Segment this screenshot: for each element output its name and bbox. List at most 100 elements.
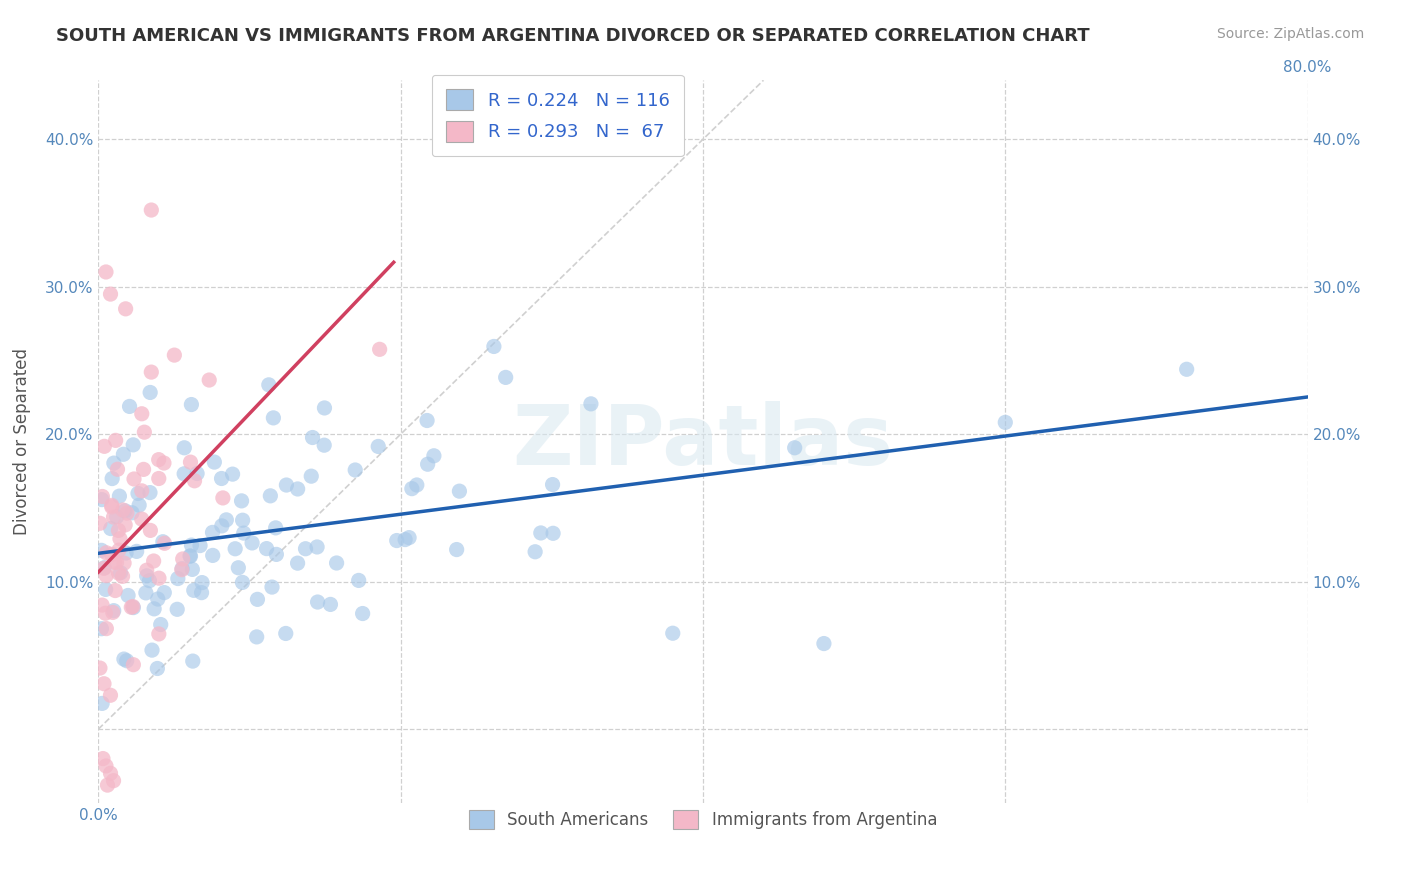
Point: [101, 471, 124, 485]
Point: [166, 602, 188, 616]
Point: [105, 556, 128, 570]
Point: [94, 582, 117, 597]
Point: [141, 643, 163, 657]
Point: [108, 532, 131, 546]
Point: [103, 510, 125, 524]
Point: [152, 534, 174, 549]
Point: [115, 546, 138, 560]
Point: [482, 339, 505, 353]
Point: [89, 661, 111, 675]
Point: [100, 766, 122, 780]
Point: [262, 410, 284, 425]
Point: [319, 598, 342, 612]
Point: [661, 626, 683, 640]
Point: [1175, 362, 1198, 376]
Point: [122, 600, 145, 615]
Point: [183, 474, 205, 488]
Point: [91, 751, 114, 765]
Point: [104, 583, 127, 598]
Point: [276, 478, 298, 492]
Point: [385, 533, 408, 548]
Point: [103, 604, 125, 618]
Point: [93, 439, 115, 453]
Point: [314, 401, 336, 415]
Point: [301, 430, 323, 444]
Point: [94, 607, 117, 621]
Point: [121, 599, 143, 614]
Legend: South Americans, Immigrants from Argentina: South Americans, Immigrants from Argenti…: [460, 802, 946, 838]
Point: [93, 677, 115, 691]
Point: [118, 400, 141, 414]
Point: [117, 589, 139, 603]
Point: [114, 517, 136, 532]
Point: [344, 463, 367, 477]
Point: [405, 478, 427, 492]
Point: [416, 413, 439, 427]
Point: [112, 447, 135, 461]
Point: [134, 425, 156, 439]
Point: [180, 538, 202, 552]
Point: [139, 485, 162, 500]
Point: [122, 438, 145, 452]
Point: [153, 456, 176, 470]
Point: [170, 563, 193, 577]
Point: [112, 652, 135, 666]
Point: [287, 482, 309, 496]
Point: [212, 491, 235, 505]
Point: [294, 541, 316, 556]
Point: [93, 561, 115, 575]
Point: [179, 455, 201, 469]
Point: [96, 546, 118, 560]
Point: [259, 489, 281, 503]
Point: [96, 778, 118, 792]
Point: [141, 365, 163, 379]
Point: [89, 516, 111, 531]
Point: [91, 490, 114, 504]
Point: [232, 513, 254, 527]
Point: [231, 575, 253, 590]
Point: [307, 595, 329, 609]
Point: [115, 506, 138, 520]
Point: [131, 512, 153, 526]
Point: [105, 509, 128, 524]
Point: [257, 377, 280, 392]
Point: [166, 572, 188, 586]
Point: [172, 552, 194, 566]
Point: [135, 569, 157, 583]
Point: [224, 541, 246, 556]
Point: [148, 452, 170, 467]
Point: [100, 287, 122, 301]
Point: [367, 440, 389, 454]
Point: [103, 773, 125, 788]
Point: [211, 519, 233, 533]
Point: [994, 416, 1017, 430]
Text: SOUTH AMERICAN VS IMMIGRANTS FROM ARGENTINA DIVORCED OR SEPARATED CORRELATION CH: SOUTH AMERICAN VS IMMIGRANTS FROM ARGENT…: [56, 27, 1090, 45]
Point: [541, 526, 564, 541]
Point: [138, 574, 160, 588]
Point: [201, 549, 224, 563]
Point: [90, 543, 112, 558]
Point: [198, 373, 221, 387]
Point: [148, 471, 170, 485]
Point: [131, 483, 153, 498]
Point: [135, 563, 157, 577]
Point: [148, 571, 170, 585]
Point: [100, 522, 122, 536]
Point: [139, 524, 162, 538]
Point: [115, 654, 138, 668]
Point: [125, 544, 148, 558]
Point: [201, 525, 224, 540]
Point: [173, 467, 195, 481]
Point: [188, 539, 211, 553]
Y-axis label: Divorced or Separated: Divorced or Separated: [13, 348, 31, 535]
Point: [240, 536, 263, 550]
Point: [530, 525, 553, 540]
Point: [266, 548, 288, 562]
Point: [394, 533, 416, 547]
Point: [112, 556, 135, 570]
Point: [179, 549, 201, 563]
Point: [352, 607, 374, 621]
Point: [181, 654, 204, 668]
Point: [495, 370, 517, 384]
Point: [202, 455, 225, 469]
